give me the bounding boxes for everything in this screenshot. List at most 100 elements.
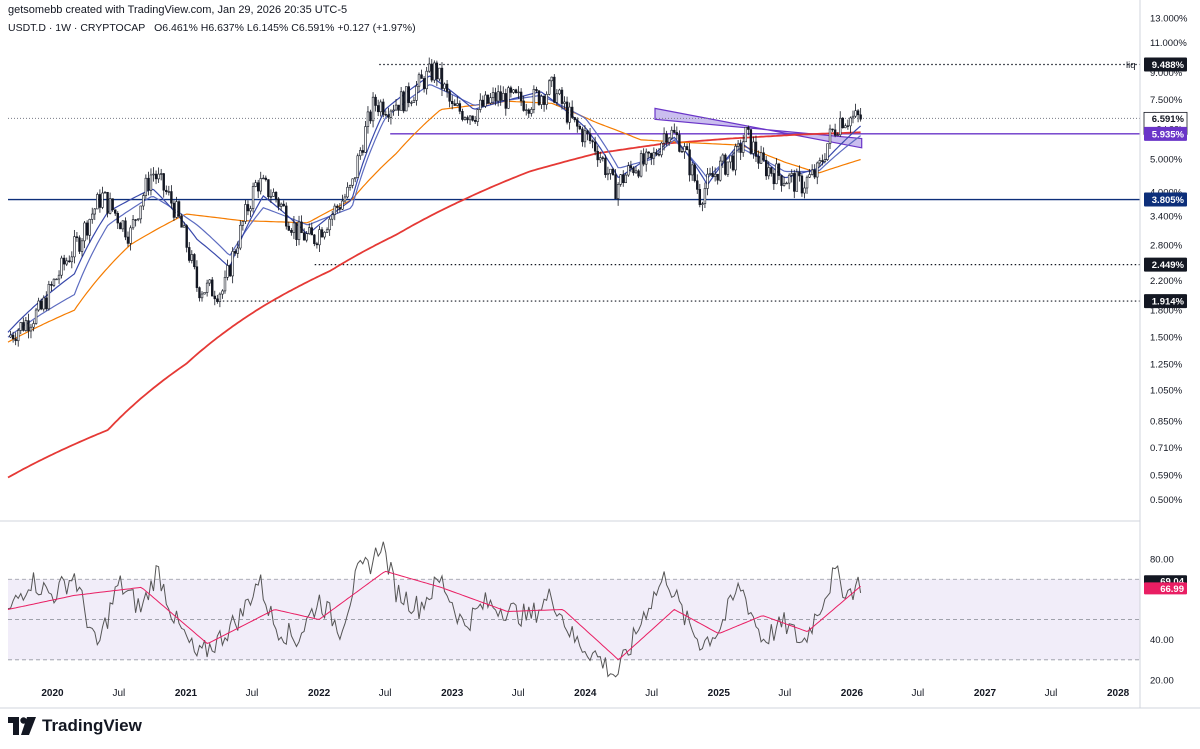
time-tick-label: 2027 (974, 688, 997, 699)
candle-body (154, 173, 158, 180)
candle-body (828, 128, 832, 145)
candle-body (713, 173, 717, 177)
price-tick-label: 13.000% (1150, 14, 1188, 25)
candle-body (606, 173, 610, 176)
candle-body (604, 157, 607, 176)
candle-body (369, 111, 372, 122)
candle-body (60, 257, 63, 276)
candle-body (172, 202, 176, 218)
candle-body (96, 194, 99, 210)
price-tick-label: 0.500% (1150, 495, 1183, 506)
candle-body (302, 232, 306, 241)
candle-body (624, 174, 627, 184)
candle-body (665, 133, 668, 143)
candle-body (11, 334, 15, 340)
candle-body (387, 114, 390, 118)
candle-body (65, 260, 68, 265)
candle-body (417, 74, 421, 87)
candle-body (433, 62, 436, 81)
candle-body (777, 163, 781, 176)
ohlc-values: O6.461% H6.637% L6.145% C6.591% +0.127 (… (154, 22, 416, 34)
candle-body (810, 169, 814, 175)
candle-body (305, 233, 308, 241)
candle-body (313, 234, 316, 245)
candle-body (410, 102, 413, 104)
candle-body (821, 160, 824, 162)
candle-body (37, 300, 40, 311)
candle-body (576, 119, 579, 127)
candle-body (147, 177, 150, 191)
candle-body (80, 240, 84, 252)
time-tick-label: Jul (512, 688, 525, 699)
time-tick-label: Jul (246, 688, 259, 699)
candle-body (310, 227, 313, 236)
candle-body (308, 227, 311, 235)
price-tick-label: 5.000% (1150, 155, 1183, 166)
candle-body (124, 220, 127, 238)
candle-body (726, 161, 730, 175)
candle-body (228, 265, 232, 277)
candle-body (290, 230, 293, 233)
time-tick-label: Jul (1045, 688, 1058, 699)
candle-body (295, 222, 298, 240)
tradingview-logo-icon (8, 717, 36, 735)
badge-support-bg (1144, 192, 1187, 207)
candle-body (675, 132, 679, 136)
candle-body (93, 208, 96, 215)
candle-body (415, 85, 418, 101)
candle-body (693, 164, 696, 182)
candle-body (287, 225, 291, 231)
candle-body (323, 231, 326, 238)
candle-body (29, 326, 33, 332)
candle-body (394, 104, 398, 111)
badge-liq-bg (1144, 57, 1187, 72)
candle-body (45, 297, 48, 310)
candle-body (359, 150, 362, 157)
candle-body (203, 292, 206, 295)
candle-body (448, 91, 451, 102)
candle-body (759, 152, 763, 164)
candle-body (461, 111, 464, 120)
candle-body (213, 295, 216, 300)
candle-body (601, 157, 605, 159)
candle-body (471, 115, 474, 121)
candle-body (491, 92, 495, 99)
candle-body (223, 277, 227, 292)
candle-body (688, 149, 691, 176)
candle-body (841, 117, 844, 129)
candle-body (655, 152, 658, 155)
candle-body (476, 109, 479, 122)
candle-body (856, 110, 860, 116)
candle-body (782, 182, 786, 186)
badge-current-text: 6.591% (1152, 114, 1185, 125)
candle-body (795, 171, 799, 192)
candle-body (52, 278, 56, 286)
candle-body (249, 208, 252, 212)
candle-body (75, 236, 79, 239)
candle-body (111, 198, 114, 211)
candle-body (724, 154, 727, 175)
candle-body (836, 134, 839, 136)
candle-body (430, 63, 433, 81)
candle-body (24, 320, 28, 331)
y-axis: 13.000%11.000%9.000%7.500%6.000%5.000%4.… (0, 0, 1200, 709)
candle-body (39, 300, 43, 310)
candle-body (708, 173, 712, 175)
candle-body (73, 236, 76, 258)
candle-body (578, 125, 582, 130)
candle-body (787, 174, 791, 184)
candle-body (405, 86, 408, 112)
candle-body (211, 279, 214, 297)
time-tick-label: 2024 (574, 688, 597, 699)
candle-body (803, 187, 806, 194)
candle-body (657, 154, 661, 156)
badge-low-2022-text: 2.449% (1152, 260, 1185, 271)
candle-body (157, 173, 160, 180)
candle-body (642, 153, 645, 165)
candle-body (473, 120, 477, 122)
candle-body (269, 196, 273, 198)
tradingview-logo[interactable]: TradingView (8, 714, 142, 738)
candle-body (170, 191, 173, 204)
candle-body (542, 96, 546, 105)
